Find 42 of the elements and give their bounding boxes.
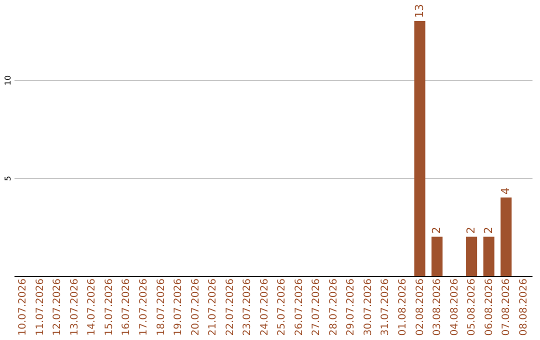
x-tick-label: 25.07.2026 — [276, 278, 288, 336]
x-tick-label: 31.07.2026 — [380, 278, 392, 336]
x-tick-label: 07.08.2026 — [501, 278, 512, 336]
bar — [483, 236, 494, 276]
x-tick-label: 02.08.2026 — [414, 278, 426, 336]
data-label: 2 — [464, 226, 478, 234]
x-tick-label: 10.07.2026 — [18, 278, 29, 336]
x-tick-label: 24.07.2026 — [259, 278, 270, 336]
bar — [466, 236, 478, 276]
x-tick-label: 06.08.2026 — [484, 278, 495, 336]
data-label: 13 — [412, 4, 426, 18]
x-tick-label: 28.07.2026 — [328, 278, 340, 336]
x-tick-label: 14.07.2026 — [86, 278, 98, 336]
x-tick-label: 08.08.2026 — [518, 278, 530, 336]
x-tick-label: 13.07.2026 — [69, 278, 80, 336]
x-tick-label: 22.07.2026 — [224, 278, 236, 336]
y-tick-label: 5 — [4, 176, 12, 181]
x-tick-label: 01.08.2026 — [398, 278, 408, 336]
x-tick-label: 17.07.2026 — [138, 278, 150, 336]
data-label: 4 — [499, 188, 512, 195]
bar — [500, 198, 512, 276]
x-tick-label: 04.08.2026 — [449, 278, 460, 336]
x-tick-label: 15.07.2026 — [104, 278, 115, 336]
x-tick-label: 20.07.2026 — [190, 278, 202, 336]
x-tick-label: 16.07.2026 — [121, 278, 132, 336]
data-label: 2 — [482, 226, 495, 234]
data-label: 2 — [430, 226, 444, 234]
x-tick-label: 05.08.2026 — [466, 278, 478, 336]
x-tick-label: 18.07.2026 — [156, 278, 167, 336]
x-tick-label: 29.07.2026 — [346, 278, 357, 336]
x-tick-label: 03.08.2026 — [432, 278, 444, 336]
y-tick-label: 10 — [4, 75, 12, 86]
x-tick-label: 21.07.2026 — [208, 278, 219, 336]
x-tick-label: 26.07.2026 — [294, 278, 305, 336]
x-tick-label: 27.07.2026 — [311, 278, 322, 336]
bar — [414, 21, 426, 276]
x-tick-label: 30.07.2026 — [362, 278, 374, 336]
x-tick-label: 11.07.2026 — [34, 278, 46, 336]
bar — [432, 236, 443, 276]
x-tick-label: 12.07.2026 — [52, 278, 64, 336]
x-tick-label: 19.07.2026 — [173, 278, 184, 336]
x-tick-label: 23.07.2026 — [242, 278, 254, 336]
